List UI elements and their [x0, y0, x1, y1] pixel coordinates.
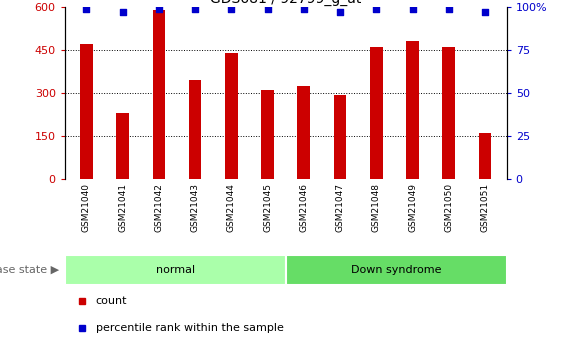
- Point: [191, 6, 200, 11]
- Bar: [443, 47, 455, 179]
- Text: count: count: [96, 296, 127, 306]
- Point: [300, 6, 309, 11]
- Bar: [225, 53, 238, 179]
- Text: GSM21048: GSM21048: [372, 183, 381, 232]
- Text: GSM21040: GSM21040: [82, 183, 91, 232]
- Point: [154, 6, 163, 11]
- Bar: [334, 95, 346, 179]
- Bar: [297, 86, 310, 179]
- Point: [444, 6, 453, 11]
- Bar: [370, 47, 383, 179]
- Text: GSM21042: GSM21042: [154, 183, 163, 232]
- Point: [227, 6, 236, 11]
- Bar: [261, 90, 274, 179]
- Text: GSM21051: GSM21051: [480, 183, 489, 232]
- Point: [263, 6, 272, 11]
- Text: GSM21046: GSM21046: [300, 183, 309, 232]
- Text: GSM21045: GSM21045: [263, 183, 272, 232]
- Bar: [189, 80, 202, 179]
- Text: GSM21043: GSM21043: [191, 183, 200, 232]
- Point: [336, 9, 345, 15]
- Point: [118, 9, 127, 15]
- Bar: [406, 41, 419, 179]
- Point: [408, 6, 417, 11]
- Text: GSM21047: GSM21047: [336, 183, 345, 232]
- Point: [480, 9, 489, 15]
- Bar: [153, 10, 166, 179]
- Text: GSM21050: GSM21050: [444, 183, 453, 232]
- Bar: [65, 255, 285, 285]
- Bar: [117, 113, 129, 179]
- Text: disease state ▶: disease state ▶: [0, 265, 59, 275]
- Bar: [479, 134, 491, 179]
- Bar: [285, 255, 507, 285]
- Point: [372, 6, 381, 11]
- Text: percentile rank within the sample: percentile rank within the sample: [96, 323, 284, 333]
- Text: normal: normal: [156, 265, 195, 275]
- Text: GSM21049: GSM21049: [408, 183, 417, 232]
- Text: GSM21041: GSM21041: [118, 183, 127, 232]
- Text: Down syndrome: Down syndrome: [351, 265, 441, 275]
- Title: GDS681 / 92799_g_at: GDS681 / 92799_g_at: [210, 0, 361, 6]
- Text: GSM21044: GSM21044: [227, 183, 236, 232]
- Point: [82, 6, 91, 11]
- Bar: [80, 44, 93, 179]
